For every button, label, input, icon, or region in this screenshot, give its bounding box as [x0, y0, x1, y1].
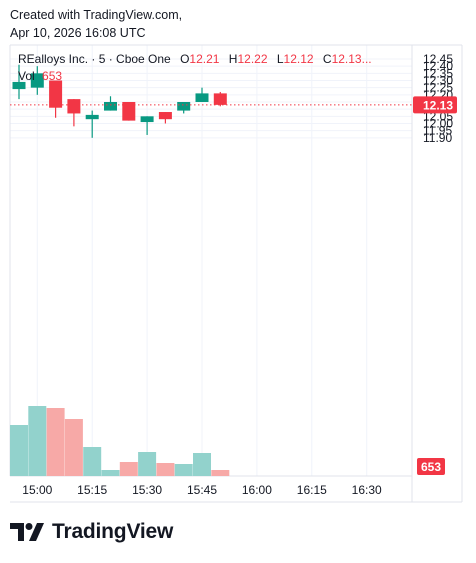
- candle-body: [122, 101, 136, 121]
- volume-bar: [156, 463, 175, 476]
- candle-body: [140, 116, 154, 123]
- legend-close-value: 12.13...: [332, 52, 372, 66]
- legend-high-label: H: [229, 52, 238, 66]
- legend-volume-value: 653: [42, 69, 62, 83]
- volume-bar: [101, 470, 120, 476]
- created-with-text: Created with TradingView.com,: [10, 8, 183, 22]
- time-tick-label: 16:15: [297, 483, 327, 497]
- volume-bar: [64, 419, 83, 476]
- legend-low-value: 12.12: [284, 52, 314, 66]
- time-tick-label: 15:45: [187, 483, 217, 497]
- candle-body: [158, 112, 172, 120]
- tradingview-logo-icon: [10, 523, 44, 541]
- time-tick-label: 15:00: [22, 483, 52, 497]
- volume-bar: [193, 453, 211, 476]
- candle-body: [49, 80, 63, 108]
- legend-low-label: L: [277, 52, 284, 66]
- legend-symbol: REalloys Inc. · 5 · Cboe One: [18, 52, 171, 66]
- timestamp-text: Apr 10, 2026 16:08 UTC: [10, 26, 146, 40]
- last-volume-value: 653: [421, 460, 441, 474]
- time-axis[interactable]: 15:00 15:15 15:30 15:45 16:00 16:15 16:30: [22, 483, 382, 497]
- legend-open-value: 12.21: [189, 52, 219, 66]
- legend-close-label: C: [323, 52, 332, 66]
- price-tick-label: 11.95: [423, 124, 452, 138]
- last-price-tag: 12.13: [413, 96, 457, 114]
- candle-body: [30, 73, 44, 88]
- candle-body: [104, 101, 117, 111]
- tradingview-wordmark: TradingView: [52, 520, 174, 543]
- legend-volume-label: Vol: [18, 69, 35, 83]
- time-tick-label: 15:15: [77, 483, 107, 497]
- volume-bars: [10, 406, 230, 476]
- candlestick-chart[interactable]: REalloys Inc. · 5 · Cboe One O12.21 H12.…: [0, 0, 476, 510]
- candle-body: [195, 93, 209, 102]
- candle-body: [85, 114, 99, 120]
- time-tick-label: 16:00: [242, 483, 272, 497]
- legend-high-value: 12.22: [237, 52, 267, 66]
- volume-bar: [138, 452, 157, 476]
- chart-legend: REalloys Inc. · 5 · Cboe One O12.21 H12.…: [18, 52, 372, 83]
- price-tick-label: 12.00: [423, 116, 453, 130]
- volume-bar: [119, 462, 138, 476]
- candle-body: [177, 101, 191, 111]
- price-tick-label: 12.30: [423, 73, 453, 87]
- svg-text:REalloys Inc. · 5 · Cboe One: REalloys Inc. · 5 · Cboe One O12.21 H12.…: [18, 52, 372, 66]
- svg-text:Vol 653: Vol 653: [18, 69, 62, 83]
- volume-bar: [28, 406, 47, 476]
- candle-body: [67, 99, 81, 114]
- price-tick-label: 12.40: [423, 59, 453, 73]
- price-tick-label: 12.25: [423, 81, 453, 95]
- time-tick-label: 16:30: [352, 483, 382, 497]
- legend-open-label: O: [180, 52, 189, 66]
- last-price-value: 12.13: [423, 98, 453, 112]
- tradingview-logo[interactable]: TradingView: [10, 520, 173, 544]
- price-tick-label: 12.45: [423, 52, 453, 66]
- volume-bar: [10, 425, 28, 476]
- volume-bar: [46, 408, 65, 476]
- time-tick-label: 15:30: [132, 483, 162, 497]
- volume-bar: [83, 447, 102, 476]
- candles: [12, 64, 227, 138]
- last-volume-tag: 653: [417, 458, 445, 475]
- candle-body: [12, 81, 26, 90]
- price-tick-label: 12.35: [423, 66, 453, 80]
- candle-body: [213, 93, 227, 105]
- volume-bar: [174, 464, 193, 476]
- chart-header: Created with TradingView.com, Apr 10, 20…: [10, 6, 182, 42]
- volume-bar: [211, 470, 230, 476]
- price-tick-label: 11.90: [423, 131, 452, 145]
